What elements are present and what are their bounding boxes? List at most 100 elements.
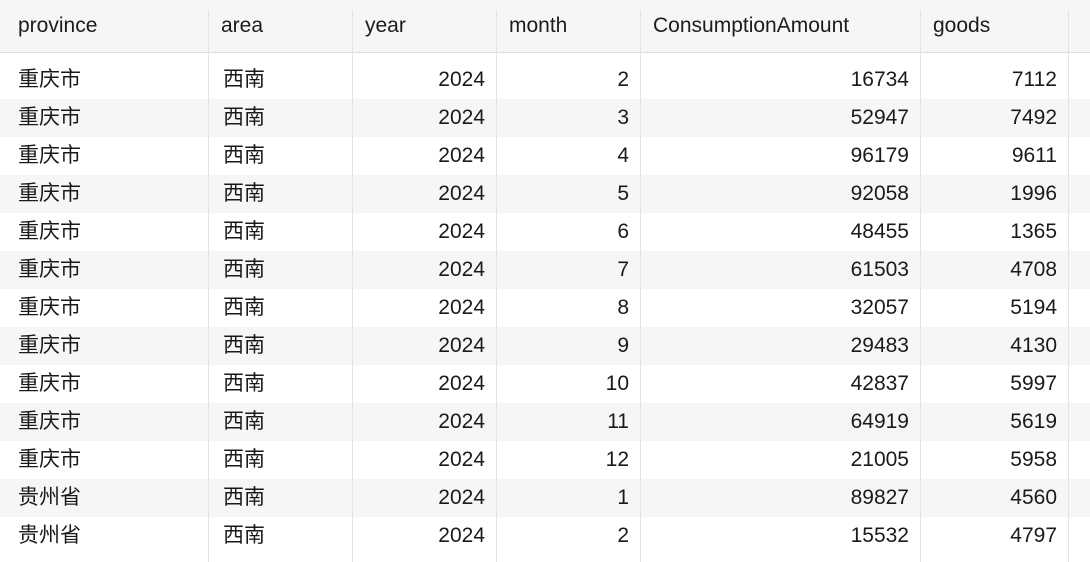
table-row[interactable]: 重庆市 西南 2024 7 61503 4708: [0, 251, 1090, 289]
cell-month[interactable]: 10: [605, 372, 629, 395]
cell-year[interactable]: 2024: [438, 524, 485, 547]
cell-month[interactable]: 12: [605, 448, 629, 471]
cell-month[interactable]: 11: [607, 410, 629, 433]
cell-consumption-amount[interactable]: 96179: [850, 144, 909, 167]
cell-month[interactable]: 2: [617, 524, 629, 547]
cell-area[interactable]: 西南: [223, 448, 265, 471]
cell-month[interactable]: 8: [617, 296, 629, 319]
cell-consumption-amount[interactable]: 16734: [850, 68, 909, 91]
cell-area[interactable]: 西南: [223, 334, 265, 357]
cell-province[interactable]: 重庆市: [18, 372, 81, 395]
table-row[interactable]: 重庆市 西南 2024 5 92058 1996: [0, 175, 1090, 213]
column-header-year[interactable]: year: [365, 14, 406, 37]
cell-province[interactable]: 重庆市: [18, 220, 81, 243]
cell-goods[interactable]: 5194: [1010, 296, 1057, 319]
cell-year[interactable]: 2024: [438, 334, 485, 357]
cell-province[interactable]: 重庆市: [18, 258, 81, 281]
cell-year[interactable]: 2024: [438, 372, 485, 395]
table-row[interactable]: 重庆市 西南 2024 4 96179 9611: [0, 137, 1090, 175]
cell-goods[interactable]: 4708: [1010, 258, 1057, 281]
table-row[interactable]: 贵州省 西南 2024 2 15532 4797: [0, 517, 1090, 555]
cell-year[interactable]: 2024: [438, 220, 485, 243]
cell-area[interactable]: 西南: [223, 296, 265, 319]
cell-month[interactable]: 3: [617, 106, 629, 129]
cell-area[interactable]: 西南: [223, 220, 265, 243]
cell-goods[interactable]: 4560: [1010, 486, 1057, 509]
cell-consumption-amount[interactable]: 32057: [850, 296, 909, 319]
cell-goods[interactable]: 9611: [1011, 144, 1057, 167]
table-row[interactable]: 贵州省 西南 2024 1 89827 4560: [0, 479, 1090, 517]
cell-area[interactable]: 西南: [223, 258, 265, 281]
cell-month[interactable]: 5: [617, 182, 629, 205]
cell-province[interactable]: 贵州省: [18, 486, 81, 509]
cell-consumption-amount[interactable]: 21005: [850, 448, 909, 471]
cell-province[interactable]: 重庆市: [18, 334, 81, 357]
column-header-province[interactable]: province: [18, 14, 98, 37]
cell-province[interactable]: 重庆市: [18, 182, 81, 205]
cell-year[interactable]: 2024: [438, 68, 485, 91]
cell-consumption-amount[interactable]: 89827: [850, 486, 909, 509]
cell-consumption-amount[interactable]: 42837: [850, 372, 909, 395]
cell-month[interactable]: 7: [617, 258, 629, 281]
table-row[interactable]: 重庆市 西南 2024 10 42837 5997: [0, 365, 1090, 403]
cell-consumption-amount[interactable]: 29483: [850, 334, 909, 357]
column-header-goods[interactable]: goods: [933, 14, 991, 37]
cell-year[interactable]: 2024: [438, 486, 485, 509]
cell-area[interactable]: 西南: [223, 372, 265, 395]
cell-goods[interactable]: 7492: [1010, 106, 1057, 129]
column-header-consumption-amount[interactable]: ConsumptionAmount: [653, 14, 850, 37]
cell-consumption-amount[interactable]: 92058: [850, 182, 909, 205]
cell-province[interactable]: 重庆市: [18, 144, 81, 167]
cell-month[interactable]: 2: [617, 68, 629, 91]
cell-province[interactable]: 重庆市: [18, 410, 81, 433]
cell-area[interactable]: 西南: [223, 68, 265, 91]
cell-area[interactable]: 西南: [223, 486, 265, 509]
cell-consumption-amount[interactable]: 15532: [850, 524, 909, 547]
table-row[interactable]: 重庆市 西南 2024 11 64919 5619: [0, 403, 1090, 441]
cell-year[interactable]: 2024: [438, 106, 485, 129]
cell-goods[interactable]: 4130: [1010, 334, 1057, 357]
cell-area[interactable]: 西南: [223, 410, 265, 433]
cell-consumption-amount[interactable]: 61503: [850, 258, 909, 281]
cell-year[interactable]: 2024: [438, 410, 485, 433]
cell-province[interactable]: 重庆市: [18, 106, 81, 129]
cell-consumption-amount[interactable]: 48455: [850, 220, 909, 243]
table-header: province area year month ConsumptionAmou…: [0, 0, 1090, 53]
cell-consumption-amount[interactable]: 52947: [850, 106, 909, 129]
table-row[interactable]: 重庆市 西南 2024 2 16734 7112: [0, 61, 1090, 99]
cell-month[interactable]: 6: [617, 220, 629, 243]
cell-goods[interactable]: 7112: [1011, 68, 1057, 91]
cell-month[interactable]: 4: [617, 144, 629, 167]
cell-year[interactable]: 2024: [438, 182, 485, 205]
table-row[interactable]: 重庆市 西南 2024 12 21005 5958: [0, 441, 1090, 479]
column-divider: [1068, 10, 1069, 562]
column-divider: [920, 10, 921, 562]
cell-goods[interactable]: 5619: [1010, 410, 1057, 433]
column-header-area[interactable]: area: [221, 14, 264, 37]
cell-goods[interactable]: 1996: [1010, 182, 1057, 205]
cell-province[interactable]: 贵州省: [18, 524, 81, 547]
table-row[interactable]: 重庆市 西南 2024 8 32057 5194: [0, 289, 1090, 327]
cell-area[interactable]: 西南: [223, 144, 265, 167]
table-row[interactable]: 重庆市 西南 2024 9 29483 4130: [0, 327, 1090, 365]
cell-month[interactable]: 9: [617, 334, 629, 357]
cell-goods[interactable]: 5958: [1010, 448, 1057, 471]
cell-goods[interactable]: 1365: [1010, 220, 1057, 243]
cell-goods[interactable]: 5997: [1010, 372, 1057, 395]
cell-goods[interactable]: 4797: [1010, 524, 1057, 547]
cell-province[interactable]: 重庆市: [18, 68, 81, 91]
cell-consumption-amount[interactable]: 64919: [850, 410, 909, 433]
cell-year[interactable]: 2024: [438, 296, 485, 319]
cell-month[interactable]: 1: [617, 486, 629, 509]
cell-province[interactable]: 重庆市: [18, 296, 81, 319]
cell-year[interactable]: 2024: [438, 144, 485, 167]
cell-year[interactable]: 2024: [438, 448, 485, 471]
cell-year[interactable]: 2024: [438, 258, 485, 281]
column-header-month[interactable]: month: [509, 14, 568, 37]
cell-area[interactable]: 西南: [223, 524, 265, 547]
table-row[interactable]: 重庆市 西南 2024 3 52947 7492: [0, 99, 1090, 137]
cell-area[interactable]: 西南: [223, 182, 265, 205]
cell-province[interactable]: 重庆市: [18, 448, 81, 471]
cell-area[interactable]: 西南: [223, 106, 265, 129]
table-row[interactable]: 重庆市 西南 2024 6 48455 1365: [0, 213, 1090, 251]
